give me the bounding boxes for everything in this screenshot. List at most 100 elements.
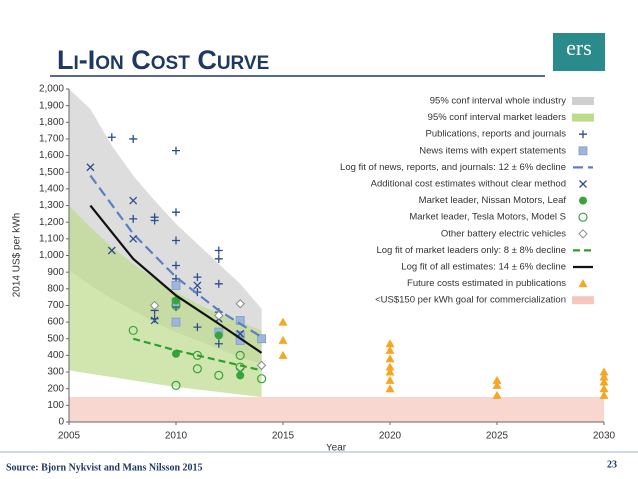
y-tick-label: 1,400 (39, 184, 64, 195)
marker-diamond (235, 299, 245, 309)
y-tick-label: 800 (47, 283, 64, 294)
source: Source: Bjorn Nykvist and Mans Nilsson 2… (6, 462, 203, 473)
marker-plus (214, 246, 223, 255)
marker-triangle (278, 335, 288, 344)
x-tick-label: 2005 (58, 431, 81, 442)
marker-ring (235, 350, 245, 360)
marker-triangle (599, 367, 609, 376)
marker-square (171, 281, 181, 290)
legend-symbol (579, 130, 587, 139)
marker-ring (171, 300, 181, 311)
marker-triangle (278, 317, 288, 326)
marker-triangle (599, 377, 609, 386)
y-tick-label: 700 (47, 300, 64, 311)
legend-label: Log fit of all estimates: 14 ± 6% declin… (401, 262, 566, 273)
y-tick-label: 1,200 (39, 217, 64, 228)
y-tick-label: 200 (47, 383, 64, 394)
slide-title: Li-Ion Cost Curve (57, 45, 269, 75)
marker-triangle (599, 372, 609, 381)
marker-ring (171, 380, 181, 390)
y-tick-label: 400 (47, 350, 64, 361)
marker-plus (129, 134, 138, 143)
marker-dot (236, 371, 245, 380)
marker-triangle (385, 362, 395, 371)
y-tick-label: 0 (58, 417, 64, 428)
marker-plus (172, 146, 180, 155)
confidence-band (69, 205, 262, 398)
y-tick-label: 1,300 (39, 200, 64, 211)
x-tick-label: 2030 (593, 431, 616, 442)
x-tick-label: 2015 (272, 431, 295, 442)
y-tick-label: 1,000 (39, 250, 64, 261)
x-tick-label: 2020 (379, 431, 402, 442)
y-tick-label: 2,000 (39, 84, 64, 95)
marker-plus (129, 214, 138, 223)
y-axis-label: 2014 US$ per kWh (12, 213, 23, 298)
legend-label: Log fit of market leaders only: 8 ± 8% d… (376, 245, 566, 256)
y-tick-label: 500 (47, 333, 64, 344)
y-tick-label: 1,600 (39, 150, 64, 161)
legend-symbol (572, 113, 594, 122)
y-tick-label: 1,500 (39, 167, 64, 178)
marker-triangle (492, 375, 502, 384)
x-axis-label: Year (326, 443, 347, 454)
fit-line (89, 174, 263, 339)
fit-line (89, 204, 263, 354)
marker-square (257, 334, 267, 344)
legend-label: News items with expert statements (419, 145, 566, 156)
legend-label: Additional cost estimates without clear … (371, 179, 566, 190)
marker-triangle (492, 390, 502, 399)
marker-cross (150, 316, 159, 325)
x-tick-label: 2025 (486, 431, 509, 442)
logo-text: ers (566, 35, 592, 60)
page-number: 23 (607, 459, 617, 470)
marker-cross (107, 246, 116, 255)
y-tick-label: 100 (47, 400, 64, 411)
marker-triangle (599, 390, 609, 399)
marker-square (171, 317, 181, 327)
y-tick-label: 600 (47, 317, 64, 328)
marker-plus (150, 314, 159, 323)
marker-cross (129, 234, 138, 243)
marker-triangle (385, 339, 395, 348)
marker-plus (150, 216, 159, 225)
marker-dot (214, 331, 223, 340)
legend-symbol (572, 97, 594, 105)
marker-plus (214, 254, 223, 263)
marker-ring (192, 364, 202, 374)
marker-triangle (385, 345, 395, 354)
legend-symbol (578, 279, 588, 288)
marker-cross (86, 163, 95, 172)
marker-triangle (492, 380, 502, 389)
legend-label: 95% conf interval market leaders (428, 112, 567, 123)
marker-cross (129, 196, 138, 205)
legend-symbol (578, 229, 588, 239)
marker-ring (128, 325, 138, 336)
confidence-band (69, 397, 604, 422)
y-tick-label: 900 (47, 267, 64, 278)
marker-plus (193, 323, 202, 332)
legend-label: Log fit of news, reports, and journals: … (340, 162, 566, 173)
plot-area (69, 89, 609, 422)
marker-plus (107, 133, 116, 142)
marker-diamond (149, 300, 160, 311)
marker-plus (172, 261, 180, 270)
marker-plus (193, 273, 202, 282)
marker-triangle (385, 354, 395, 363)
marker-triangle (385, 384, 395, 393)
y-tick-label: 1,700 (39, 134, 64, 145)
x-tick-label: 2010 (165, 431, 188, 442)
marker-triangle (599, 384, 609, 393)
marker-plus (214, 279, 223, 288)
legend-label: Publications, reports and journals (426, 129, 567, 140)
legend-symbol (579, 196, 587, 205)
marker-plus (172, 208, 180, 217)
marker-plus (172, 236, 180, 245)
legend-label: <US$150 per kWh goal for commercializati… (375, 295, 566, 306)
fit-line (132, 337, 262, 372)
logo-box (553, 33, 605, 71)
marker-plus (214, 339, 223, 348)
legend-label: Market leader, Tesla Motors, Model S (409, 212, 566, 223)
legend-label: Other battery electric vehicles (441, 228, 566, 239)
